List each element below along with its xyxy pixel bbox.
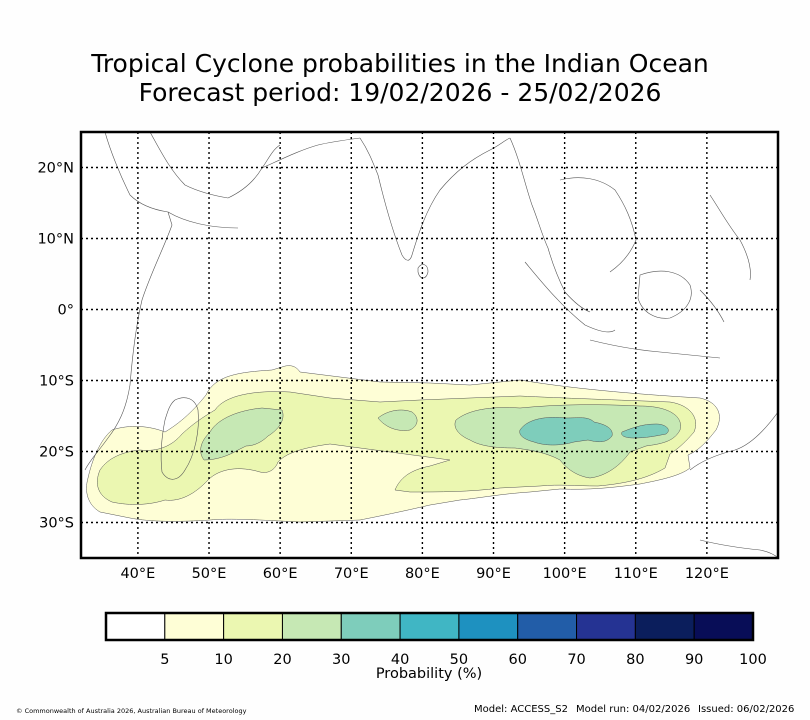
lon-tick-label: 70°E	[334, 566, 369, 582]
colorbar-segment	[223, 612, 283, 641]
lon-tick-label: 40°E	[120, 566, 155, 582]
map-gridlines	[81, 132, 778, 558]
issued-date: Issued: 06/02/2026	[698, 704, 795, 715]
colorbar-segment	[517, 612, 578, 641]
colorbar-tick-label: 50	[450, 652, 468, 668]
colorbar-segment	[693, 612, 754, 641]
title-line-2: Forecast period: 19/02/2026 - 25/02/2026	[138, 78, 662, 107]
lat-tick-label: 0°	[58, 303, 74, 319]
lat-tick-label: 20°S	[39, 445, 74, 461]
colorbar-tick-label: 30	[332, 652, 350, 668]
lon-tick-label: 110°E	[614, 566, 658, 582]
colorbar-segment	[281, 612, 342, 641]
lon-tick-label: 50°E	[192, 566, 227, 582]
model-run-date: Model run: 04/02/2026	[576, 704, 691, 715]
probability-30-40-region	[519, 417, 669, 446]
colorbar-segment	[164, 612, 225, 641]
colorbar-segment	[340, 612, 401, 641]
colorbar-segment	[634, 612, 695, 641]
lat-tick-label: 30°S	[39, 516, 74, 532]
colorbar-segment	[576, 612, 636, 641]
model-name: Model: ACCESS_S2	[474, 704, 568, 715]
lon-tick-label: 120°E	[685, 566, 729, 582]
colorbar-label: Probability (%)	[376, 666, 482, 682]
lat-tick-label: 10°S	[39, 374, 74, 390]
colorbar-tick-label: 10	[214, 652, 232, 668]
colorbar-tick-label: 20	[273, 652, 291, 668]
colorbar-tick-label: 40	[391, 652, 409, 668]
colorbar-tick-label: 80	[626, 652, 644, 668]
lon-tick-label: 60°E	[263, 566, 298, 582]
lon-tick-label: 90°E	[476, 566, 511, 582]
title-line-1: Tropical Cyclone probabilities in the In…	[91, 49, 709, 78]
colorbar-segment	[458, 612, 519, 641]
lon-tick-label: 100°E	[543, 566, 587, 582]
colorbar-tick-label: 100	[739, 652, 767, 668]
colorbar-frame	[104, 611, 755, 642]
copyright-notice: © Commonwealth of Australia 2026, Austra…	[16, 707, 247, 715]
lon-tick-label: 80°E	[405, 566, 440, 582]
colorbar-tick-label: 70	[567, 652, 585, 668]
lat-tick-label: 20°N	[37, 161, 74, 177]
colorbar-tick-label: 5	[160, 652, 169, 668]
colorbar-tick-label: 60	[509, 652, 527, 668]
map-frame	[79, 130, 780, 560]
colorbar: 5 10 20 30 40 50 60 70 80 90 100	[104, 611, 767, 668]
lat-tick-label: 10°N	[37, 232, 74, 248]
coastlines	[84, 132, 778, 558]
colorbar-segment	[105, 612, 166, 641]
colorbar-tick-label: 90	[685, 652, 703, 668]
colorbar-segment	[399, 612, 460, 641]
